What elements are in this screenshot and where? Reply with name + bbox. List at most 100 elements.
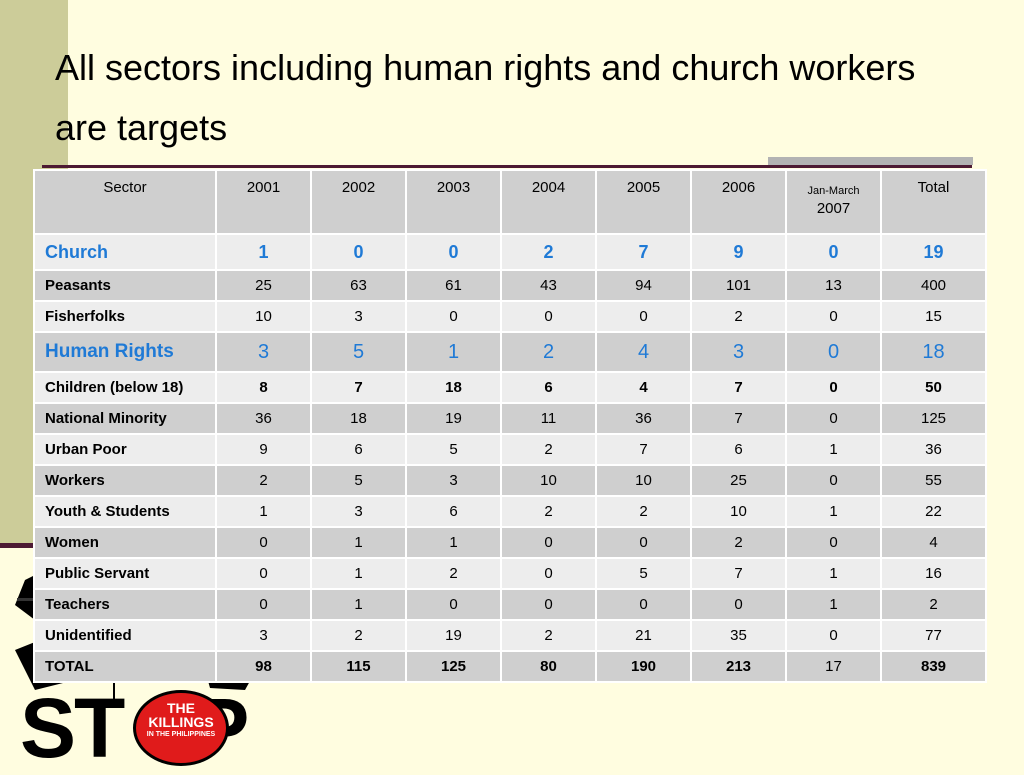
table-row: Women 0 1 1 0 0 2 0 4 bbox=[33, 526, 987, 559]
value-cell: 0 bbox=[500, 526, 597, 559]
value-cell: 1 bbox=[310, 526, 407, 559]
header-2001: 2001 bbox=[215, 169, 312, 235]
value-cell: 50 bbox=[880, 371, 987, 404]
value-cell: 4 bbox=[880, 526, 987, 559]
value-cell: 0 bbox=[785, 300, 882, 333]
stop-letters-left: ST bbox=[20, 681, 125, 775]
value-cell: 0 bbox=[595, 588, 692, 621]
sector-cell: Women bbox=[33, 526, 217, 559]
value-cell: 3 bbox=[405, 464, 502, 497]
sector-cell: Fisherfolks bbox=[33, 300, 217, 333]
slide-title: All sectors including human rights and c… bbox=[55, 47, 916, 148]
header-2005: 2005 bbox=[595, 169, 692, 235]
sector-cell: Teachers bbox=[33, 588, 217, 621]
table-row: National Minority 36 18 19 11 36 7 0 125 bbox=[33, 402, 987, 435]
value-cell: 0 bbox=[595, 300, 692, 333]
sector-cell: National Minority bbox=[33, 402, 217, 435]
value-cell: 10 bbox=[215, 300, 312, 333]
value-cell: 0 bbox=[500, 557, 597, 590]
value-cell: 43 bbox=[500, 269, 597, 302]
header-total: Total bbox=[880, 169, 987, 235]
table-header-row: Sector 2001 2002 2003 2004 2005 2006 Jan… bbox=[33, 169, 987, 235]
value-cell: 0 bbox=[785, 331, 882, 373]
value-cell: 11 bbox=[500, 402, 597, 435]
value-cell: 18 bbox=[310, 402, 407, 435]
value-cell: 0 bbox=[500, 588, 597, 621]
sector-cell: TOTAL bbox=[33, 650, 217, 683]
value-cell: 2 bbox=[690, 300, 787, 333]
value-cell: 7 bbox=[690, 371, 787, 404]
value-cell: 13 bbox=[785, 269, 882, 302]
value-cell: 36 bbox=[595, 402, 692, 435]
value-cell: 1 bbox=[405, 331, 502, 373]
value-cell: 36 bbox=[880, 433, 987, 466]
sector-cell: Urban Poor bbox=[33, 433, 217, 466]
table-row: TOTAL 98 115 125 80 190 213 17 839 bbox=[33, 650, 987, 683]
header-sector: Sector bbox=[33, 169, 217, 235]
sector-cell: Youth & Students bbox=[33, 495, 217, 528]
value-cell: 21 bbox=[595, 619, 692, 652]
title-rule-tab bbox=[768, 157, 973, 165]
value-cell: 2 bbox=[500, 331, 597, 373]
sector-cell: Children (below 18) bbox=[33, 371, 217, 404]
stop-circle-line2: KILLINGS bbox=[148, 714, 214, 730]
value-cell: 101 bbox=[690, 269, 787, 302]
value-cell: 115 bbox=[310, 650, 407, 683]
value-cell: 125 bbox=[880, 402, 987, 435]
value-cell: 36 bbox=[215, 402, 312, 435]
left-rule bbox=[0, 543, 34, 548]
value-cell: 0 bbox=[310, 233, 407, 271]
value-cell: 1 bbox=[785, 495, 882, 528]
value-cell: 0 bbox=[215, 526, 312, 559]
value-cell: 2 bbox=[405, 557, 502, 590]
value-cell: 7 bbox=[690, 402, 787, 435]
value-cell: 5 bbox=[310, 331, 407, 373]
value-cell: 9 bbox=[690, 233, 787, 271]
value-cell: 0 bbox=[215, 588, 312, 621]
table-row: Teachers 0 1 0 0 0 0 1 2 bbox=[33, 588, 987, 621]
value-cell: 7 bbox=[690, 557, 787, 590]
table-row: Public Servant 0 1 2 0 5 7 1 16 bbox=[33, 557, 987, 590]
value-cell: 0 bbox=[785, 371, 882, 404]
sector-cell: Unidentified bbox=[33, 619, 217, 652]
value-cell: 213 bbox=[690, 650, 787, 683]
value-cell: 16 bbox=[880, 557, 987, 590]
table-row: Youth & Students 1 3 6 2 2 10 1 22 bbox=[33, 495, 987, 528]
value-cell: 3 bbox=[310, 495, 407, 528]
value-cell: 61 bbox=[405, 269, 502, 302]
sector-cell: Peasants bbox=[33, 269, 217, 302]
value-cell: 6 bbox=[690, 433, 787, 466]
value-cell: 1 bbox=[785, 588, 882, 621]
value-cell: 25 bbox=[690, 464, 787, 497]
header-2007-period: Jan-March bbox=[807, 185, 860, 197]
header-2004: 2004 bbox=[500, 169, 597, 235]
value-cell: 80 bbox=[500, 650, 597, 683]
value-cell: 0 bbox=[785, 464, 882, 497]
value-cell: 17 bbox=[785, 650, 882, 683]
value-cell: 9 bbox=[215, 433, 312, 466]
value-cell: 19 bbox=[405, 402, 502, 435]
value-cell: 63 bbox=[310, 269, 407, 302]
table-row: Fisherfolks 10 3 0 0 0 2 0 15 bbox=[33, 300, 987, 333]
value-cell: 6 bbox=[405, 495, 502, 528]
value-cell: 1 bbox=[405, 526, 502, 559]
table-row: Workers 2 5 3 10 10 25 0 55 bbox=[33, 464, 987, 497]
value-cell: 1 bbox=[310, 588, 407, 621]
value-cell: 10 bbox=[690, 495, 787, 528]
header-2002: 2002 bbox=[310, 169, 407, 235]
value-cell: 0 bbox=[500, 300, 597, 333]
value-cell: 7 bbox=[595, 233, 692, 271]
value-cell: 2 bbox=[500, 619, 597, 652]
value-cell: 0 bbox=[785, 619, 882, 652]
value-cell: 190 bbox=[595, 650, 692, 683]
value-cell: 3 bbox=[310, 300, 407, 333]
value-cell: 0 bbox=[405, 300, 502, 333]
value-cell: 2 bbox=[595, 495, 692, 528]
value-cell: 3 bbox=[690, 331, 787, 373]
value-cell: 8 bbox=[215, 371, 312, 404]
value-cell: 35 bbox=[690, 619, 787, 652]
table-row: Peasants 25 63 61 43 94 101 13 400 bbox=[33, 269, 987, 302]
table-row: Urban Poor 9 6 5 2 7 6 1 36 bbox=[33, 433, 987, 466]
stop-circle-line3: IN THE PHILIPPINES bbox=[146, 731, 216, 738]
value-cell: 0 bbox=[405, 588, 502, 621]
